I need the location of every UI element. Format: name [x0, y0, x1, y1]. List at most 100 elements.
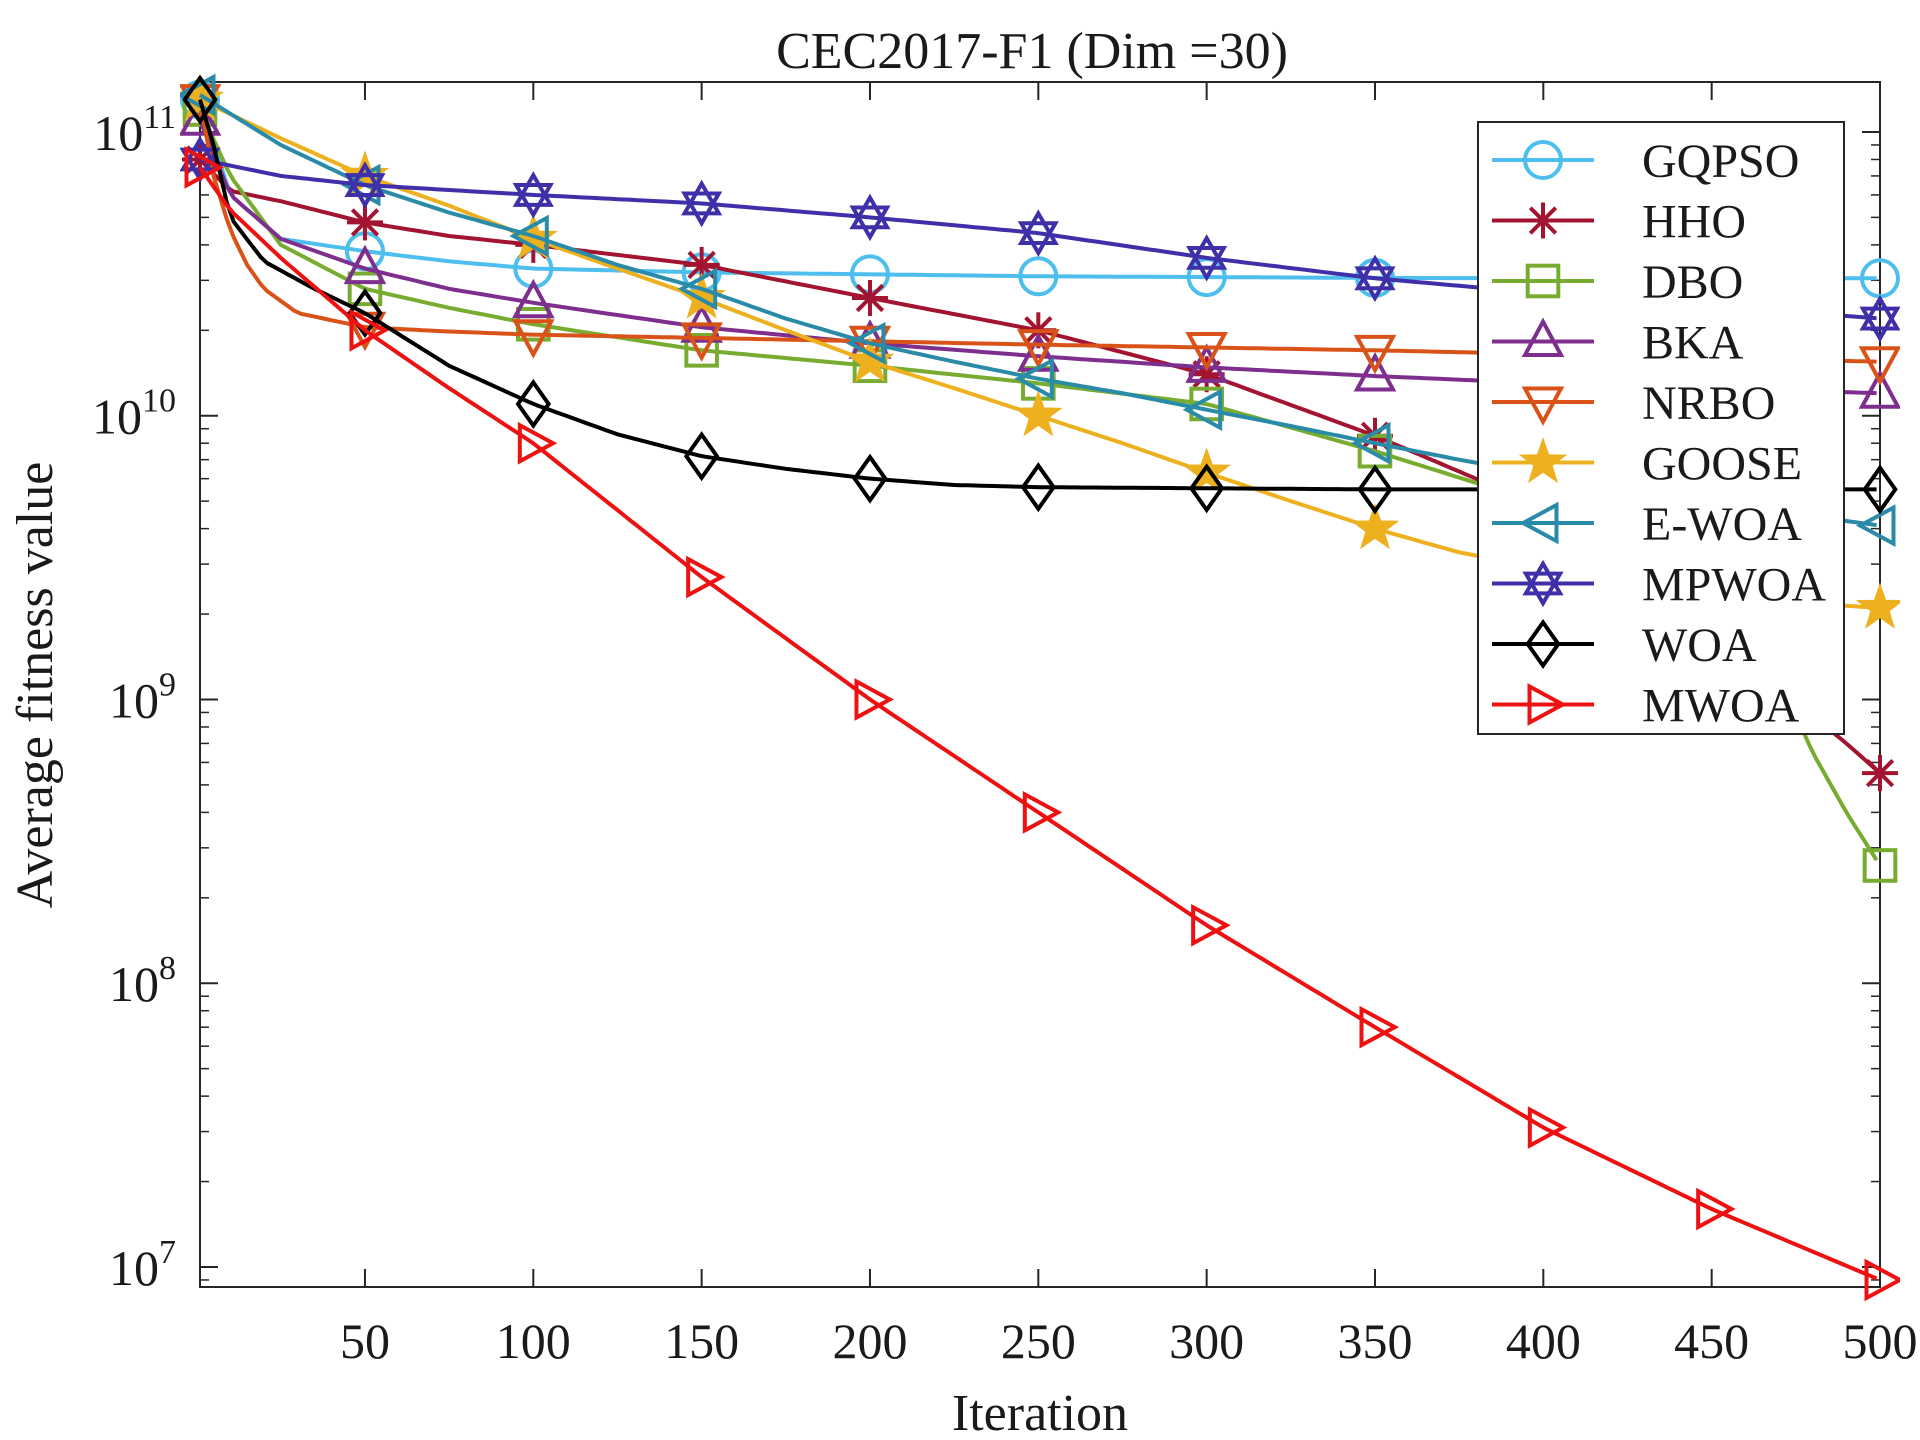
data-point-goose — [1855, 582, 1900, 629]
legend-item-mpwoa: MPWOA — [1492, 559, 1826, 612]
data-point-mpwoa-tri — [1859, 294, 1900, 331]
x-tick-label: 100 — [496, 1313, 571, 1369]
data-point-goose — [1350, 503, 1400, 550]
y-axis-label: Average fitness value — [7, 462, 64, 909]
data-point-e-woa — [1855, 504, 1896, 547]
legend-marker-nrbo — [1521, 386, 1565, 427]
legend-item-bka: BKA — [1492, 317, 1744, 370]
y-tick-label: 107 — [109, 1234, 176, 1296]
legend-label: BKA — [1642, 317, 1744, 370]
data-point-goose — [1182, 447, 1231, 494]
legend-label: MPWOA — [1642, 559, 1826, 612]
data-point-hho — [346, 204, 383, 241]
legend-label: HHO — [1642, 196, 1746, 249]
data-point-hho-stroke — [350, 208, 380, 237]
data-point-dbo — [684, 333, 719, 368]
data-point-mpwoa-tri — [180, 147, 221, 184]
data-point-dbo — [347, 271, 383, 307]
x-tick-label: 350 — [1337, 1313, 1412, 1369]
legend-item-nrbo: NRBO — [1492, 377, 1775, 430]
data-point-dbo — [1862, 848, 1898, 883]
data-point-goose — [845, 336, 895, 383]
data-point-mpwoa-tri — [1017, 209, 1059, 246]
data-point-mpwoa-tri — [512, 171, 554, 207]
data-point-mwoa — [1864, 1258, 1900, 1302]
legend: GQPSO HHO DBO BKA NRBO GOOSE E-WOA MPWOA WOA MWOA — [1477, 121, 1845, 735]
legend-label: WOA — [1642, 619, 1757, 672]
data-point-bka — [180, 96, 222, 136]
legend-label: E-WOA — [1642, 498, 1802, 551]
data-point-mwoa — [1696, 1187, 1736, 1231]
x-tick-label: 450 — [1674, 1313, 1749, 1369]
legend-marker-bka — [1521, 317, 1565, 357]
legend-label: DBO — [1642, 256, 1743, 309]
legend-item-woa: WOA — [1492, 618, 1757, 672]
x-tick-label: 150 — [664, 1313, 739, 1369]
data-point-mpwoa — [344, 161, 386, 209]
data-point-mpwoa-tri — [1186, 245, 1228, 282]
legend-marker-e-woa — [1518, 501, 1559, 545]
data-point-mpwoa-tri — [1186, 234, 1228, 270]
data-point-bka — [343, 244, 387, 285]
legend-marker-gqpso — [1523, 140, 1563, 180]
legend-item-dbo: DBO — [1492, 256, 1743, 309]
legend-label: GQPSO — [1642, 135, 1799, 188]
data-point-e-woa — [509, 214, 549, 258]
data-point-woa — [1862, 464, 1898, 515]
data-point-mwoa — [349, 308, 389, 352]
data-point-nrbo — [1185, 331, 1229, 372]
data-point-bka — [1858, 369, 1900, 409]
y-tick-label: 1011 — [93, 99, 176, 161]
data-point-mpwoa — [849, 193, 891, 242]
data-point-mwoa — [1191, 903, 1231, 947]
legend-marker-mwoa — [1527, 683, 1568, 726]
legend-item-goose: GOOSE — [1492, 436, 1802, 491]
x-tick-label: 50 — [340, 1313, 390, 1369]
data-point-mpwoa-tri — [344, 173, 386, 209]
x-tick-label: 400 — [1506, 1313, 1581, 1369]
data-point-nrbo — [511, 319, 555, 359]
legend-label: NRBO — [1642, 377, 1775, 430]
legend-label: MWOA — [1642, 680, 1800, 733]
data-point-mpwoa-tri — [681, 179, 723, 216]
data-point-mpwoa-tri — [1354, 254, 1396, 291]
legend-marker-mpwoa-tri — [1522, 559, 1564, 596]
x-tick-label: 300 — [1169, 1313, 1244, 1369]
data-point-mwoa — [686, 555, 726, 599]
data-point-woa — [1020, 462, 1057, 513]
data-point-woa — [182, 74, 218, 125]
chart-title: CEC2017-F1 (Dim =30) — [776, 23, 1288, 80]
data-point-mpwoa-tri — [1017, 221, 1059, 257]
data-point-mpwoa — [1859, 294, 1900, 343]
y-tick-label: 1010 — [92, 383, 176, 445]
plot-area: 107 108 109 1010 1011 50 100 150 200 250 300 350 400… — [92, 73, 1918, 1369]
legend-label: GOOSE — [1642, 438, 1802, 491]
data-point-woa — [1188, 463, 1225, 514]
data-point-e-woa — [1182, 388, 1223, 432]
data-point-woa — [347, 288, 383, 339]
data-point-mwoa — [854, 678, 894, 721]
data-point-mpwoa-tri — [681, 191, 723, 228]
legend-marker-mpwoa-tri — [1522, 571, 1564, 608]
legend-marker-mpwoa — [1522, 559, 1564, 608]
data-point-hho-stroke — [855, 283, 885, 313]
data-point-mwoa — [517, 421, 558, 465]
data-point-e-woa — [1014, 357, 1054, 401]
data-point-woa — [515, 378, 552, 430]
data-point-e-woa — [677, 267, 718, 311]
legend-item-e-woa: E-WOA — [1492, 498, 1802, 551]
data-point-woa — [683, 431, 720, 482]
legend-marker-hho — [1525, 202, 1561, 239]
data-point-mpwoa-tri — [1859, 306, 1900, 343]
x-tick-label: 500 — [1843, 1313, 1918, 1369]
data-point-hho-stroke — [1865, 758, 1895, 788]
data-point-nrbo — [1016, 329, 1060, 369]
data-point-mpwoa — [1186, 234, 1228, 282]
legend-marker-goose — [1518, 436, 1568, 484]
legend-item-gqpso: GQPSO — [1492, 135, 1799, 188]
data-point-e-woa — [1350, 421, 1391, 465]
data-point-mwoa — [1359, 1005, 1399, 1049]
data-point-woa — [1357, 464, 1393, 515]
data-point-hho-stroke — [687, 250, 716, 280]
